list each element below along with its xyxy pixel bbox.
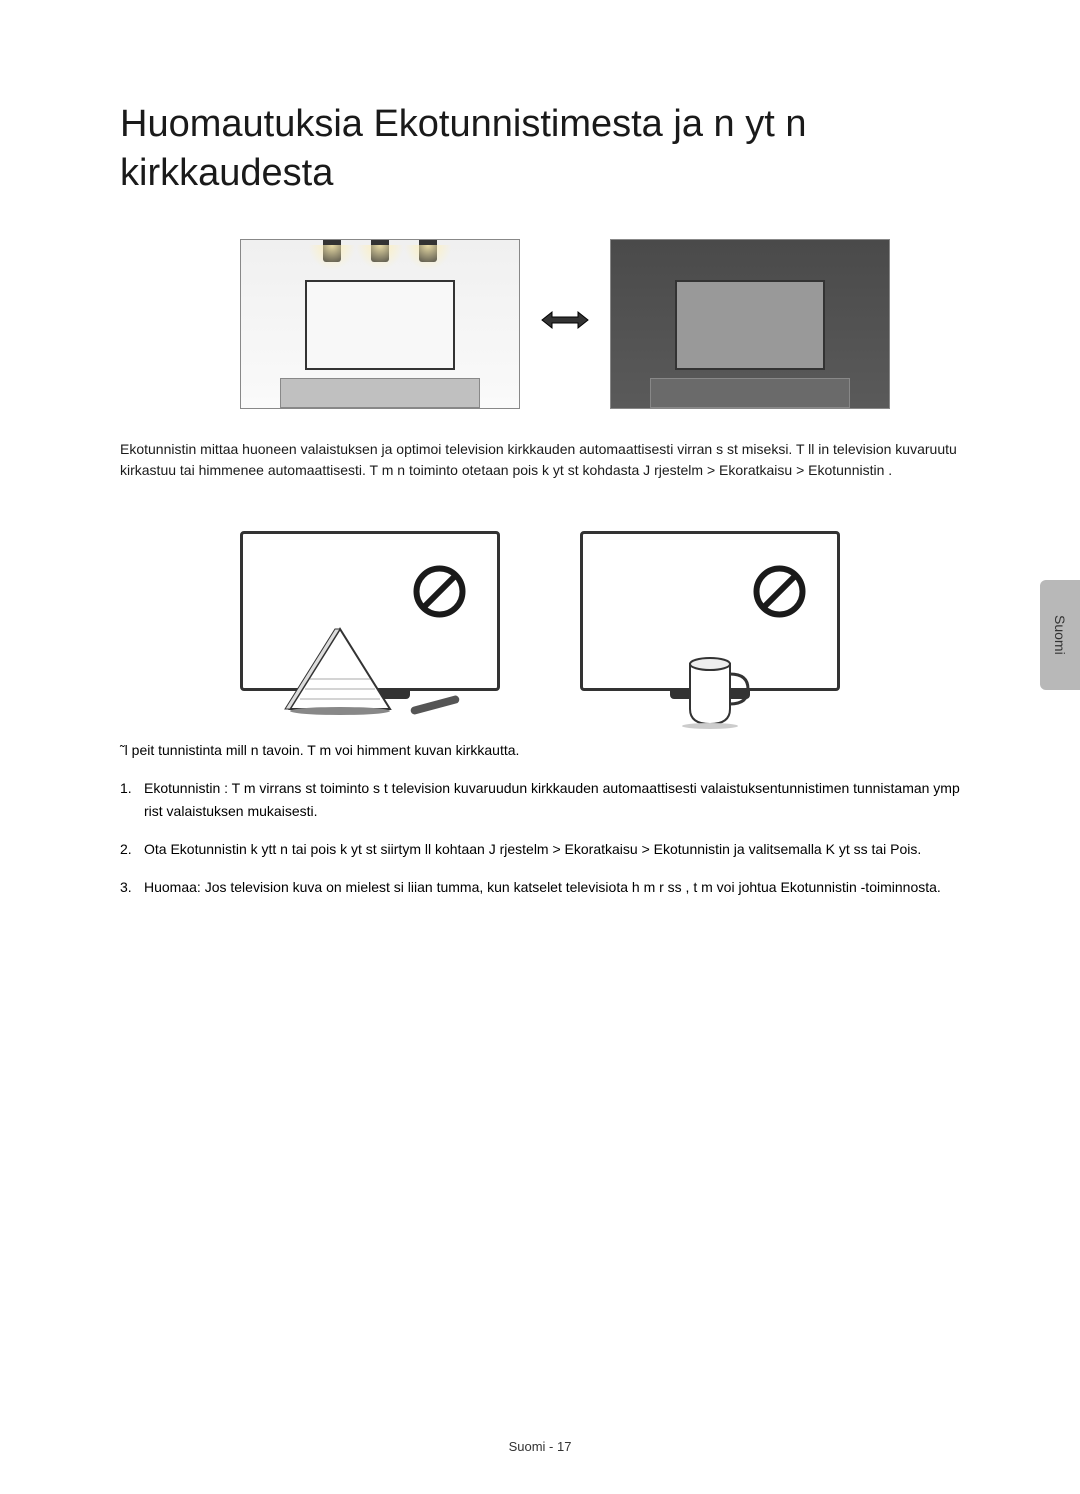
ceiling-lamps [323,240,437,262]
sensor-block-examples [120,531,960,699]
tv-dim-screen [675,280,825,370]
instructions-list: Ekotunnistin : T m virrans st toiminto s… [120,777,960,899]
prohibition-icon [752,564,807,619]
tv-bright-screen [305,280,455,370]
list-item: Ota Ekotunnistin k ytt n tai pois k yt s… [120,838,960,860]
page-title: Huomautuksia Ekotunnistimesta ja n yt n … [120,100,960,199]
bright-room-scene [240,239,520,409]
description-paragraph: Ekotunnistin mittaa huoneen valaistuksen… [120,439,960,481]
moon-icon [839,255,869,285]
tv-stand [650,378,850,408]
tv-blocked-calendar [240,531,500,699]
lamp-icon [371,240,389,262]
lamp-icon [323,240,341,262]
prohibition-icon [412,564,467,619]
side-tab-label: Suomi [1052,615,1068,655]
list-item: Huomaa: Jos television kuva on mielest s… [120,876,960,898]
language-side-tab: Suomi [1040,580,1080,690]
lamp-icon [419,240,437,262]
tv-blocked-cup [580,531,840,699]
bidirectional-arrow-icon [540,305,590,343]
list-item: Ekotunnistin : T m virrans st toiminto s… [120,777,960,822]
tv-stand [280,378,480,408]
pen-icon [410,694,460,715]
dark-room-scene [610,239,890,409]
warning-paragraph: ˜l peit tunnistinta mill n tavoin. T m v… [120,739,960,761]
calendar-icon [280,619,400,719]
page-footer: Suomi - 17 [509,1439,572,1454]
brightness-comparison-illustration [170,239,960,409]
cup-icon [680,649,750,729]
